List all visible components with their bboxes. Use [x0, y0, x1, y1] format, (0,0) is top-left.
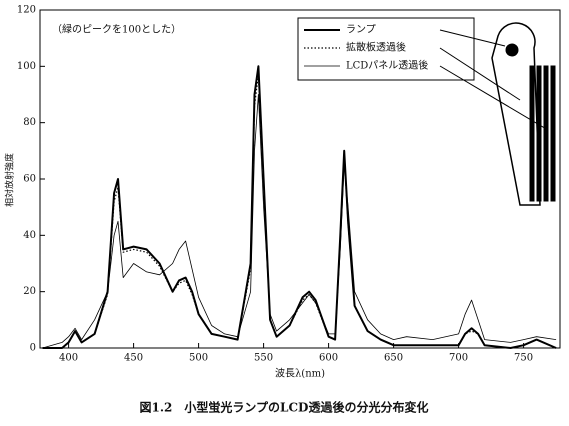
y-tick-label: 40 [23, 230, 36, 241]
y-tick-label: 60 [23, 174, 36, 185]
series-line [42, 94, 557, 349]
legend-label: 拡散板透過後 [346, 41, 406, 54]
x-axis-label: 波長λ(nm) [275, 367, 325, 380]
arrow [439, 29, 506, 47]
panel-bar [536, 65, 542, 202]
y-axis-label: 相対放射強度 [4, 153, 16, 207]
y-tick-label: 120 [17, 5, 36, 16]
panel-bar [550, 65, 556, 202]
y-tick-label: 100 [17, 61, 36, 72]
lamp-outline [491, 22, 541, 206]
x-tick-label: 750 [514, 353, 533, 364]
arrow [439, 47, 521, 101]
panel-bar [529, 65, 535, 202]
series-line [42, 65, 557, 349]
x-tick-label: 550 [254, 353, 273, 364]
lamp-diagram [439, 22, 556, 206]
x-tick-label: 500 [189, 353, 208, 364]
annotation: （緑のピークを100とした） [52, 23, 181, 36]
x-tick-label: 600 [319, 353, 338, 364]
legend-label: LCDパネル透過後 [346, 59, 428, 72]
legend-label: ランプ [346, 24, 376, 36]
lamp-dot [505, 43, 519, 57]
x-tick-label: 400 [59, 353, 78, 364]
y-tick-label: 0 [30, 343, 36, 354]
legend-box [297, 17, 475, 81]
x-tick-label: 650 [384, 353, 403, 364]
x-tick-label: 700 [449, 353, 468, 364]
panel-bar [543, 65, 549, 202]
y-tick-label: 20 [23, 286, 36, 297]
caption: 図1.2 小型蛍光ランプのLCD透過後の分光分布変化 [140, 400, 429, 415]
arrow [439, 65, 549, 131]
y-tick-label: 80 [23, 117, 36, 128]
x-tick-label: 450 [124, 353, 143, 364]
